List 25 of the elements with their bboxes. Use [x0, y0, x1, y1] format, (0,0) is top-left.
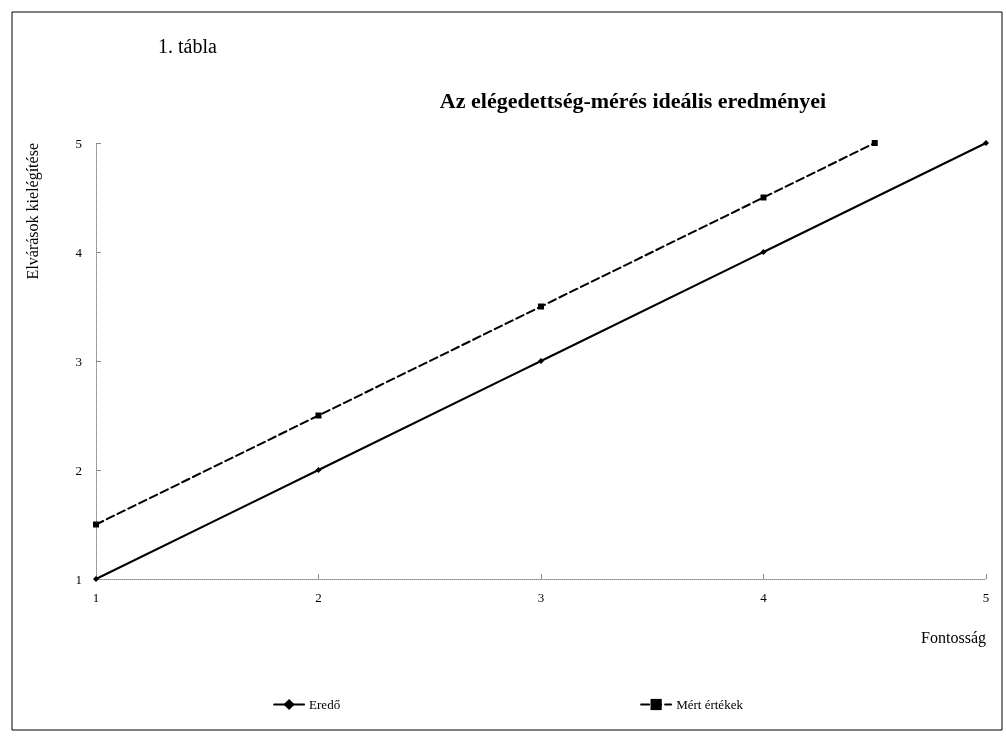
x-tick-label: 4: [760, 590, 768, 605]
y-tick-label: 3: [75, 353, 82, 369]
y-tick-label: 4: [75, 244, 83, 260]
point: [871, 140, 878, 146]
y-tick-label: 2: [75, 462, 82, 478]
chart-title: Az elégedettség-mérés ideális eredményei: [439, 87, 827, 113]
x-axis-title: Fontosság: [921, 628, 986, 647]
point: [760, 194, 767, 201]
legend-label: Eredő: [309, 697, 341, 712]
point: [983, 140, 989, 146]
point: [315, 412, 322, 419]
point: [538, 303, 544, 310]
point: [315, 467, 322, 473]
x-tick-label: 5: [982, 590, 990, 605]
x-tick-label: 1: [92, 590, 100, 605]
legend-label: Mért értékek: [676, 697, 744, 712]
y-tick-label: 1: [75, 571, 82, 587]
x-tick-label: 3: [537, 590, 545, 605]
point: [538, 358, 544, 364]
y-tick-label: 5: [75, 135, 82, 151]
text: 1. tábla: [158, 35, 217, 57]
x-tick-label: 2: [315, 590, 322, 605]
y-axis-title: Elvárások kielégítése: [23, 143, 42, 280]
point: [760, 249, 767, 255]
point: [93, 521, 99, 528]
